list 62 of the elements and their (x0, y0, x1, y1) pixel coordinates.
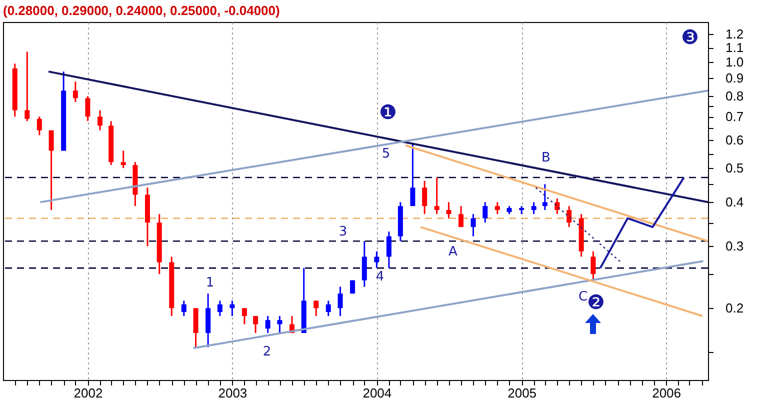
candlestick (97, 109, 102, 132)
annotation: 2 (262, 344, 272, 360)
candlestick (470, 213, 476, 238)
annotation: C (578, 290, 588, 304)
y-tick-label: 0.2 (726, 300, 744, 316)
candlestick (217, 300, 222, 317)
y-tick-label: 0.9 (726, 70, 744, 86)
x-tick-label: 2005 (508, 386, 537, 400)
candlestick (542, 183, 548, 211)
candlestick (277, 315, 282, 334)
x-tick-label: 2006 (652, 386, 681, 400)
annotation: 3 (338, 224, 348, 240)
candlestick (326, 300, 331, 317)
x-tick-label: 2002 (74, 386, 103, 400)
candlestick (374, 250, 380, 269)
candlestick (36, 116, 42, 136)
y-tick-label: 1.0 (726, 54, 744, 70)
y-tick-label: 1.2 (726, 26, 744, 42)
candlestick (24, 51, 30, 122)
candlestick (362, 240, 367, 288)
candlestick (482, 201, 488, 224)
candlestick (434, 176, 440, 215)
annotation: ❶ (379, 100, 397, 124)
annotation: A (448, 244, 458, 260)
chart-title: (0.28000, 0.29000, 0.24000, 0.25000, -0.04000) (3, 3, 280, 18)
candlestick (386, 230, 392, 269)
candlestick (422, 180, 428, 215)
annotation: 1 (206, 276, 214, 290)
candlestick (181, 300, 186, 317)
candlestick (120, 150, 126, 169)
candlestick (314, 300, 319, 317)
candlestick (253, 315, 258, 334)
x-tick-label: 2004 (362, 386, 392, 400)
candlestick (265, 315, 270, 334)
annotation: B (542, 150, 550, 166)
annotation: ❸ (681, 25, 699, 49)
y-tick-label: 0.8 (726, 88, 744, 104)
candlestick (338, 286, 343, 317)
annotation: 4 (376, 270, 384, 284)
candlestick (446, 201, 452, 220)
y-tick-label: 0.3 (726, 238, 744, 254)
candlestick (48, 130, 54, 211)
candlestick (494, 201, 500, 215)
y-tick-label: 0.4 (726, 194, 744, 210)
y-tick-label: 0.6 (726, 132, 744, 148)
candlestick (85, 95, 90, 122)
candlestick (458, 205, 464, 228)
y-tick-label: 0.5 (726, 160, 744, 176)
candlestick (410, 142, 416, 207)
candlestick (531, 201, 536, 215)
annotation: 5 (382, 146, 390, 162)
annotation: ❷ (587, 290, 605, 314)
candlestick (554, 198, 560, 215)
y-tick-label: 1.1 (726, 40, 744, 56)
candlestick (230, 300, 235, 317)
candlestick (566, 205, 572, 228)
x-tick-label: 2003 (218, 386, 248, 400)
candlestick (242, 307, 247, 326)
candlestick (72, 80, 78, 103)
line-series (599, 176, 685, 270)
y-tick-label: 0.7 (726, 109, 744, 124)
candlestick (590, 250, 596, 282)
